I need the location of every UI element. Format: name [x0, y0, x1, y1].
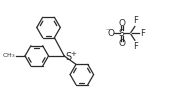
Text: S: S [66, 52, 72, 62]
Text: ⁻: ⁻ [105, 26, 109, 35]
Text: CH$_3$: CH$_3$ [2, 52, 16, 60]
Text: +: + [70, 51, 76, 57]
Text: F: F [133, 16, 138, 25]
Text: F: F [133, 42, 138, 51]
Text: O: O [118, 19, 125, 28]
Text: O: O [118, 39, 125, 48]
Text: O: O [108, 29, 115, 38]
Text: S: S [119, 29, 124, 38]
Text: F: F [140, 29, 145, 38]
